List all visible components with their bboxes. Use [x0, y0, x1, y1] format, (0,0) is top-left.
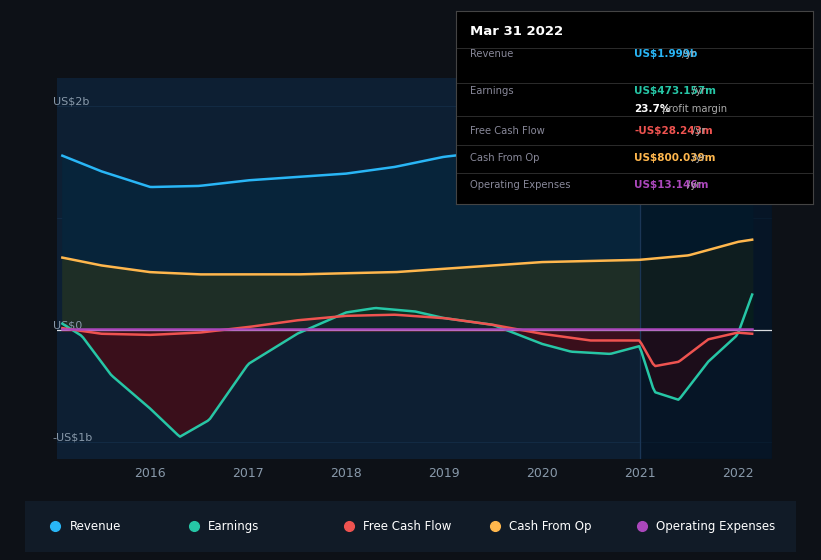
Text: Operating Expenses: Operating Expenses: [470, 180, 571, 190]
Text: US$473.157m: US$473.157m: [635, 86, 716, 96]
Text: US$13.146m: US$13.146m: [635, 180, 709, 190]
Text: Earnings: Earnings: [470, 86, 514, 96]
Text: 2021: 2021: [624, 467, 655, 480]
Text: US$800.039m: US$800.039m: [635, 153, 716, 163]
Text: 2016: 2016: [135, 467, 166, 480]
Text: Cash From Op: Cash From Op: [509, 520, 592, 533]
Text: US$0: US$0: [53, 320, 82, 330]
Text: 2022: 2022: [722, 467, 754, 480]
Text: profit margin: profit margin: [659, 104, 727, 114]
Text: 2019: 2019: [428, 467, 460, 480]
Text: Earnings: Earnings: [209, 520, 259, 533]
Text: Free Cash Flow: Free Cash Flow: [363, 520, 451, 533]
Text: 2018: 2018: [330, 467, 362, 480]
Text: -US$28.243m: -US$28.243m: [635, 126, 713, 136]
Text: Revenue: Revenue: [470, 49, 513, 59]
Text: /yr: /yr: [689, 86, 706, 96]
Text: Revenue: Revenue: [70, 520, 121, 533]
Text: US$1.999b: US$1.999b: [635, 49, 698, 59]
Text: 2020: 2020: [526, 467, 557, 480]
Text: /yr: /yr: [679, 49, 695, 59]
Text: /yr: /yr: [689, 126, 706, 136]
Text: /yr: /yr: [684, 180, 700, 190]
Text: 23.7%: 23.7%: [635, 104, 671, 114]
Text: Operating Expenses: Operating Expenses: [656, 520, 775, 533]
Text: US$2b: US$2b: [53, 96, 89, 106]
Text: Free Cash Flow: Free Cash Flow: [470, 126, 544, 136]
Bar: [640, 78, 772, 459]
Text: /yr: /yr: [689, 153, 706, 163]
Text: Cash From Op: Cash From Op: [470, 153, 539, 163]
Text: 2017: 2017: [232, 467, 264, 480]
Text: Mar 31 2022: Mar 31 2022: [470, 25, 563, 38]
Text: -US$1b: -US$1b: [53, 432, 93, 442]
